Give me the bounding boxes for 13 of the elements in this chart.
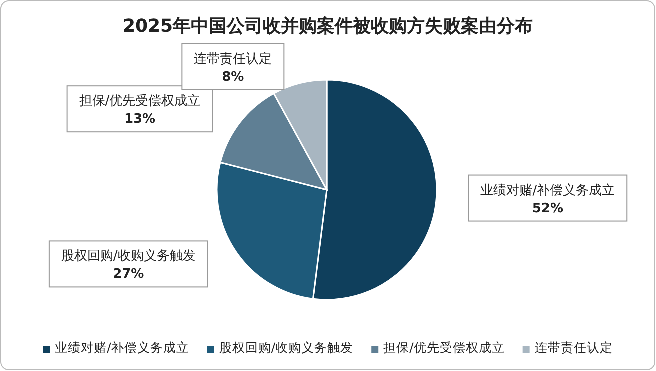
- legend-label: 业绩对赌/补偿义务成立: [55, 340, 190, 355]
- legend-label: 担保/优先受偿权成立: [384, 340, 505, 355]
- slice-label: 连带责任认定: [194, 52, 272, 67]
- data-label: 8%: [222, 70, 244, 85]
- data-label: 13%: [124, 112, 156, 128]
- slice-label: 股权回购/收购义务触发: [61, 249, 196, 264]
- slice-label: 业绩对赌/补偿义务成立: [480, 182, 616, 198]
- data-label: 27%: [113, 267, 144, 282]
- data-label: 52%: [532, 201, 564, 216]
- slice-label: 担保/优先受偿权成立: [79, 93, 201, 110]
- legend-label: 股权回购/收购义务触发: [219, 340, 354, 355]
- chart-title: 2025年中国公司收并购案件被收购方失败案由分布: [122, 16, 534, 37]
- legend-label: 连带责任认定: [534, 340, 613, 355]
